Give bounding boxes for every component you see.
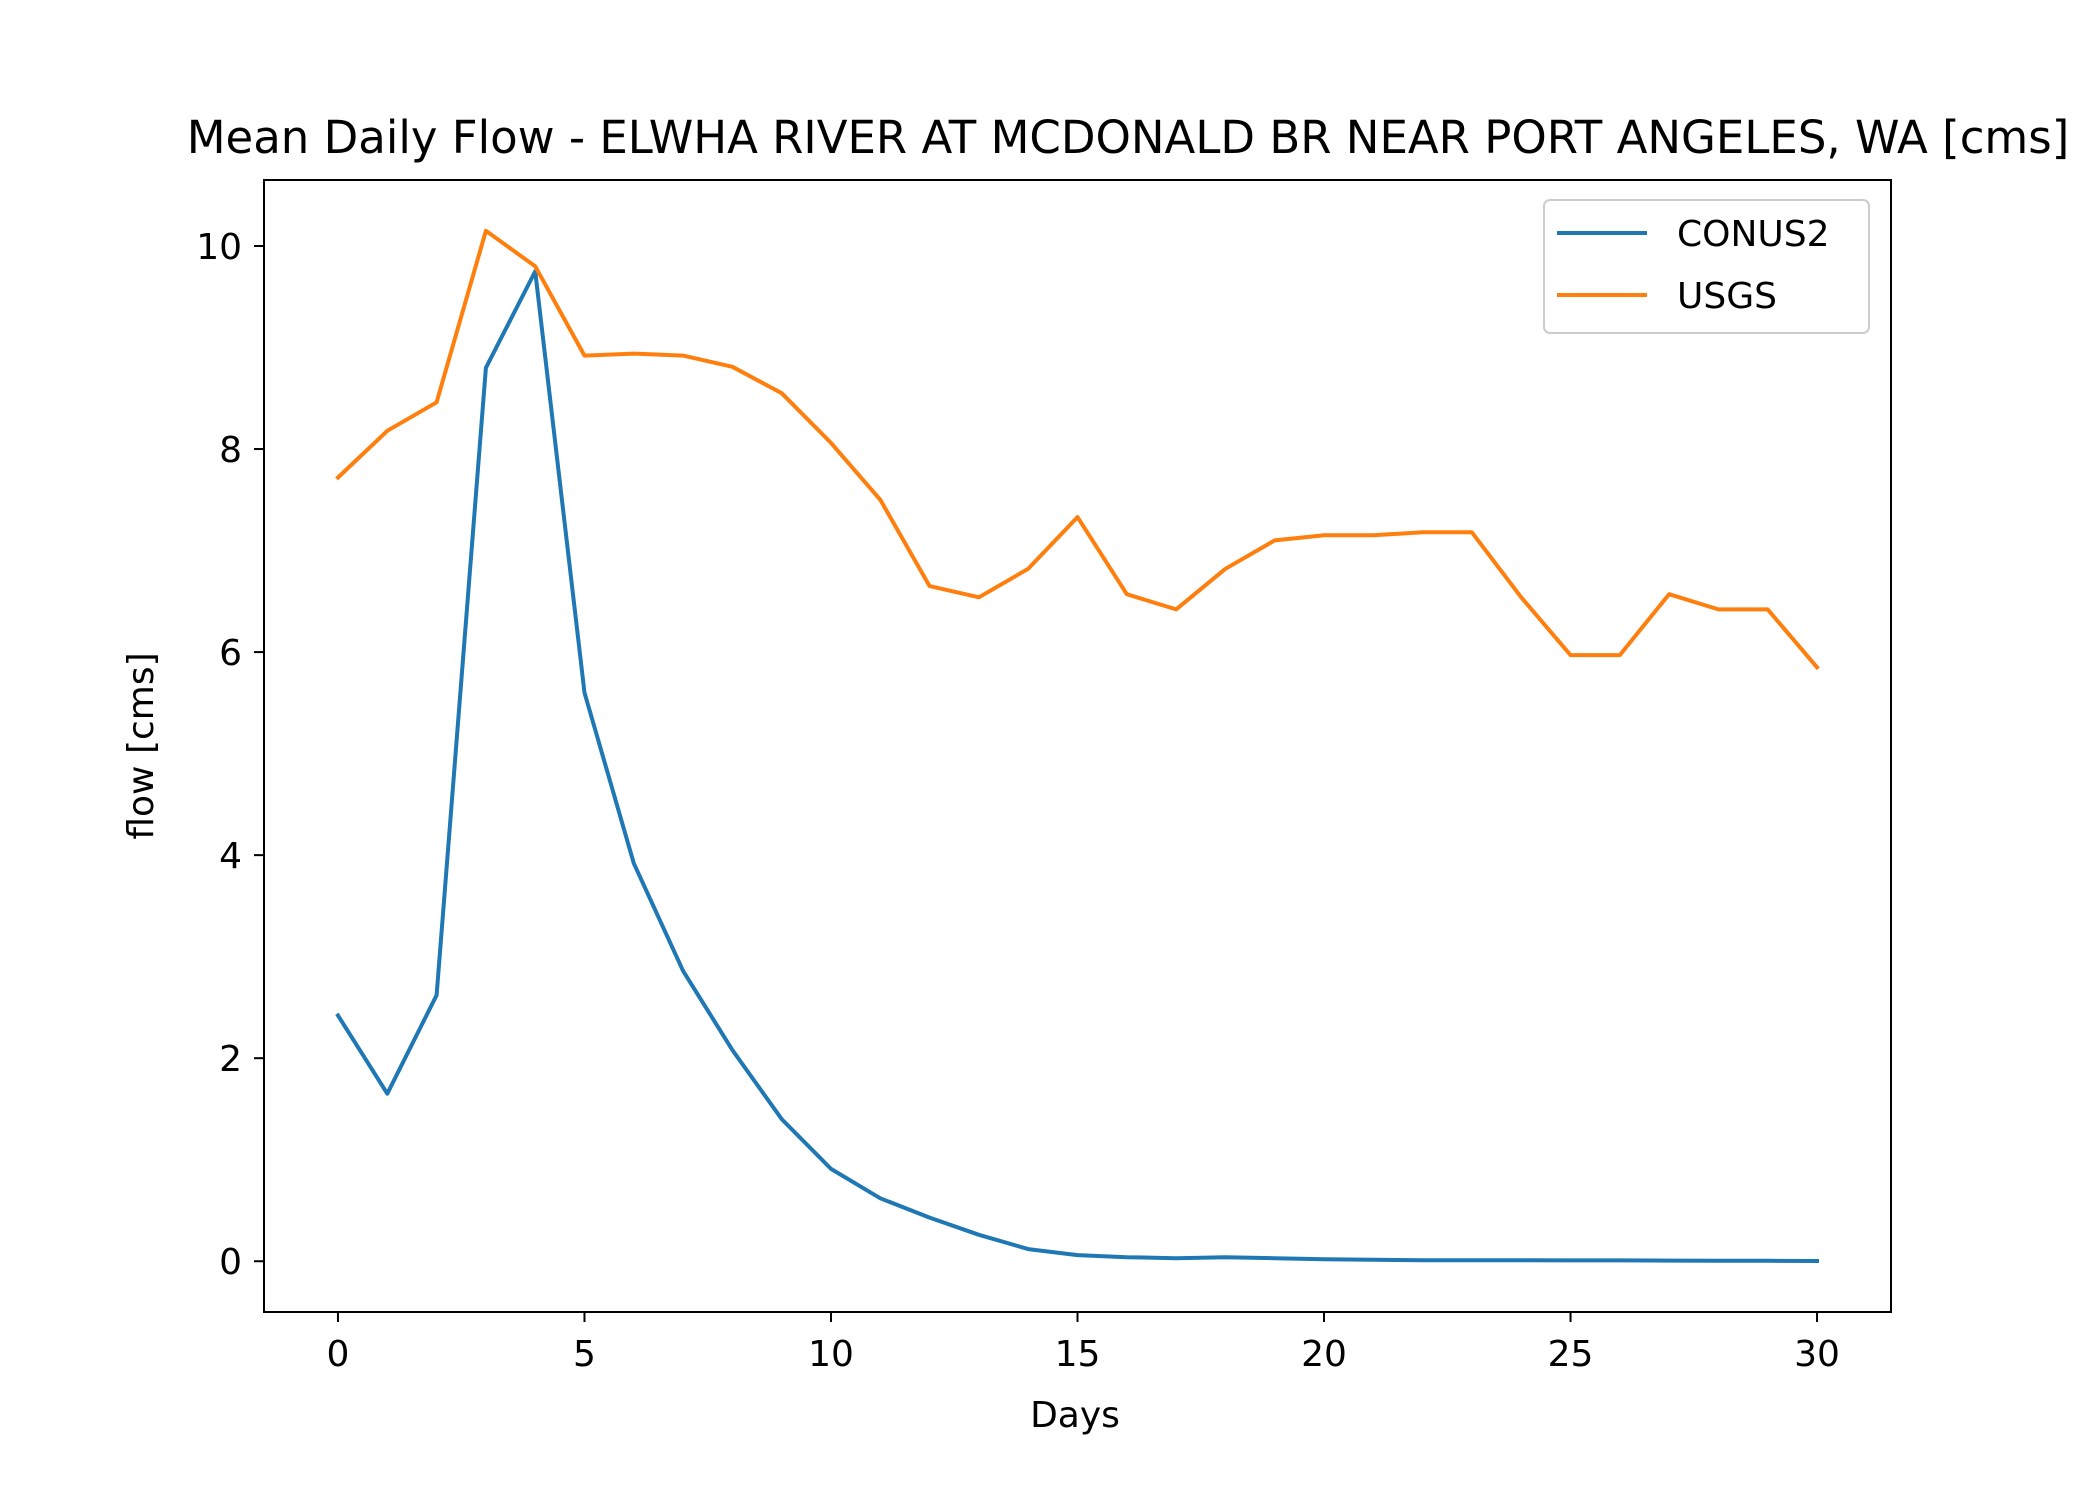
series-layer: [335, 228, 1820, 1264]
x-ticks: 0 5 10 15 20 25 30: [327, 1312, 1840, 1375]
series-line-conus2: [335, 269, 1820, 1264]
y-tick-label: 8: [219, 430, 242, 471]
x-tick-label: 5: [573, 1334, 596, 1375]
legend-label-usgs: USGS: [1677, 276, 1777, 317]
y-tick-label: 2: [219, 1039, 242, 1080]
y-tick-label: 10: [196, 227, 242, 268]
x-tick-label: 15: [1055, 1334, 1101, 1375]
series-line-usgs: [335, 228, 1820, 671]
legend-label-conus2: CONUS2: [1677, 214, 1830, 255]
x-tick-label: 25: [1548, 1334, 1594, 1375]
x-tick-label: 30: [1794, 1334, 1840, 1375]
y-tick-label: 0: [219, 1242, 242, 1283]
x-tick-label: 20: [1301, 1334, 1347, 1375]
chart-title: Mean Daily Flow - ELWHA RIVER AT MCDONAL…: [187, 111, 2070, 164]
x-tick-label: 0: [327, 1334, 350, 1375]
y-tick-label: 4: [219, 836, 242, 877]
y-tick-label: 6: [219, 633, 242, 674]
y-axis-label: flow [cms]: [121, 652, 162, 839]
x-tick-label: 10: [808, 1334, 854, 1375]
y-ticks: 0 2 4 6 8 10: [196, 227, 264, 1283]
legend: CONUS2 USGS: [1543, 199, 1870, 334]
x-axis-label: Days: [1030, 1395, 1120, 1436]
